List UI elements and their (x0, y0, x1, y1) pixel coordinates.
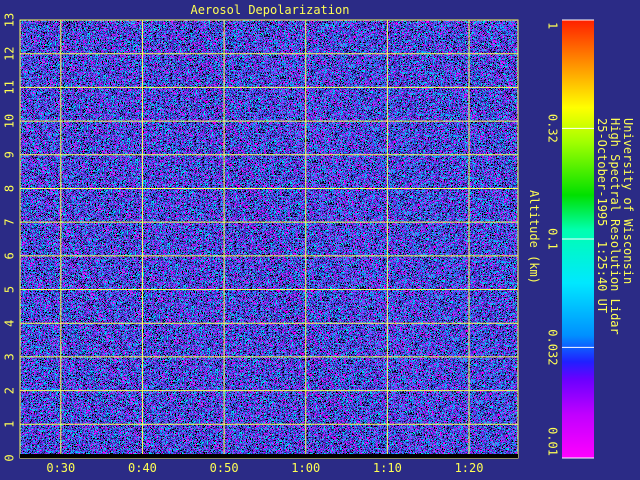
y-tick-label: 3 (3, 353, 17, 360)
x-tick-label: 0:30 (46, 461, 75, 475)
ground-strip (20, 454, 518, 458)
colorbar-tick-label: 0.1 (546, 228, 560, 250)
x-tick-label: 0:40 (128, 461, 157, 475)
chart-title: Aerosol Depolarization (191, 3, 350, 17)
y-tick-label: 8 (3, 185, 17, 192)
y-tick-label: 9 (3, 151, 17, 158)
x-tick-label: 0:50 (210, 461, 239, 475)
gridlines (19, 19, 519, 459)
colorbar-tick-label: 0.032 (546, 329, 560, 365)
y-tick-label: 11 (3, 80, 17, 94)
x-tick-label: 1:00 (291, 461, 320, 475)
y-axis-label: Altitude (km) (527, 190, 541, 284)
y-tick-label: 2 (3, 387, 17, 394)
x-tick-label: 1:10 (373, 461, 402, 475)
credit-timestamp: 25-October-1995 1:25:40 UT (595, 118, 609, 314)
colorbar: 0.01 0.032 0.1 0.32 1 (546, 19, 594, 459)
credit-institution: University of Wisconsin (621, 118, 635, 285)
credit-instrument: High Spectral Resolution Lidar (608, 118, 622, 335)
colorbar-tick-label: 0.32 (546, 114, 560, 143)
y-tick-label: 5 (3, 286, 17, 293)
x-tick-label: 1:20 (455, 461, 484, 475)
y-tick-label: 12 (3, 46, 17, 60)
y-tick-label: 10 (3, 114, 17, 128)
heatmap-image (20, 20, 518, 458)
y-tick-label: 1 (3, 421, 17, 428)
y-tick-label: 6 (3, 252, 17, 259)
y-tick-label: 4 (3, 320, 17, 327)
y-tick-label: 0 (3, 454, 17, 461)
colorbar-tick-label: 0.01 (546, 427, 560, 456)
colorbar-tick-label: 1 (546, 22, 560, 29)
heatmap-field (20, 20, 518, 458)
y-tick-label: 7 (3, 219, 17, 226)
y-tick-label: 13 (3, 13, 17, 27)
